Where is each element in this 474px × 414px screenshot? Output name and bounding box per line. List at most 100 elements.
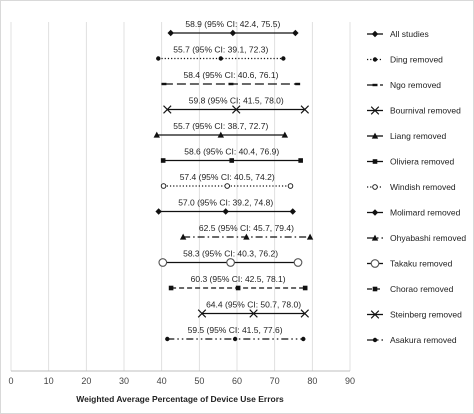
legend-label: Takaku removed [390, 259, 453, 269]
ci-upper-marker [292, 29, 299, 37]
legend-label: Molimard removed [390, 208, 461, 218]
x-tick-label-40: 40 [157, 376, 167, 386]
legend-entry: Molimard removed [367, 208, 461, 218]
legend-marker [370, 106, 380, 115]
legend-label: Ngo removed [390, 80, 441, 90]
x-tick-label-30: 30 [119, 376, 129, 386]
estimate-marker [232, 336, 238, 342]
estimate-label: 58.9 (95% CI: 42.4, 75.5) [185, 19, 280, 29]
ci-upper-marker [289, 208, 296, 215]
legend-label: All studies [390, 29, 429, 39]
x-axis-label: Weighted Average Percentage of Device Us… [76, 394, 284, 404]
ci-upper-marker [302, 285, 308, 291]
estimate-marker [218, 56, 224, 61]
estimate-label: 62.5 (95% CI: 45.7, 79.4) [199, 223, 294, 233]
ci-upper-marker [295, 82, 301, 86]
legend-label: Steinberg removed [390, 310, 462, 320]
ci-lower-marker [160, 158, 166, 163]
estimate-marker [235, 285, 241, 291]
ci-upper-marker [293, 258, 303, 267]
ci-lower-marker [155, 208, 162, 215]
estimate-marker [226, 258, 235, 267]
estimate-label: 60.3 (95% CI: 42.5, 78.1) [191, 274, 286, 284]
estimate-marker [232, 105, 241, 114]
legend-entry: Asakura removed [367, 335, 457, 345]
legend: All studies Ding removed Ngo removed Bourni… [367, 29, 466, 345]
estimate-label: 57.0 (95% CI: 39.2, 74.8) [178, 198, 273, 208]
study-row: 57.0 (95% CI: 39.2, 74.8) [155, 198, 296, 215]
x-tick-label-50: 50 [194, 376, 204, 386]
estimate-label: 59.5 (95% CI: 41.5, 77.6) [188, 325, 283, 335]
ci-lower-marker [158, 258, 168, 267]
estimate-label: 59.8 (95% CI: 41.5, 78.0) [189, 96, 284, 106]
estimate-marker [229, 29, 237, 37]
legend-marker [372, 159, 378, 164]
legend-entry: Takaku removed [367, 259, 453, 269]
x-axis: 0 10 20 30 40 50 60 70 80 90 [8, 370, 355, 386]
study-rows: 58.9 (95% CI: 42.4, 75.5) 55.7 (95% CI: 3… [153, 19, 314, 342]
legend-label: Chorao removed [390, 284, 454, 294]
ci-upper-marker [300, 105, 309, 114]
study-row: 64.4 (95% CI: 50.7, 78.0) [197, 300, 309, 318]
legend-marker [371, 209, 379, 216]
legend-label: Ohyabashi removed [390, 233, 466, 243]
estimate-label: 64.4 (95% CI: 50.7, 78.0) [206, 300, 301, 310]
legend-marker [371, 132, 379, 139]
study-row: 57.4 (95% CI: 40.5, 74.2) [160, 172, 294, 189]
estimate-marker [243, 233, 250, 240]
legend-entry: Oliviera removed [367, 157, 455, 167]
estimate-label: 58.3 (95% CI: 40.3, 76.2) [183, 249, 278, 259]
ci-upper-marker [301, 336, 306, 342]
study-row: 55.7 (95% CI: 38.7, 72.7) [153, 121, 289, 138]
x-tick-label-60: 60 [232, 376, 242, 386]
grid-lines [10, 22, 351, 371]
x-tick-label-80: 80 [307, 376, 317, 386]
legend-label: Oliviera removed [390, 157, 455, 167]
ci-upper-marker [287, 183, 294, 189]
study-row: 59.5 (95% CI: 41.5, 77.6) [165, 325, 306, 342]
legend-entry: Windish removed [367, 182, 456, 192]
ci-lower-marker [156, 56, 161, 61]
legend-label: Asakura removed [390, 335, 457, 345]
ci-lower-marker [160, 183, 167, 189]
study-row: 58.6 (95% CI: 40.4, 76.9) [160, 147, 303, 163]
study-row: 58.4 (95% CI: 40.6, 76.1) [161, 70, 301, 86]
legend-entry: Steinberg removed [367, 310, 462, 320]
study-row: 62.5 (95% CI: 45.7, 79.4) [179, 223, 314, 240]
legend-marker [372, 184, 378, 190]
ci-lower-marker [161, 82, 167, 86]
estimate-marker [229, 158, 235, 163]
legend-entry: Ngo removed [367, 80, 441, 90]
study-row: 59.8 (95% CI: 41.5, 78.0) [163, 96, 309, 114]
x-tick-label-20: 20 [81, 376, 91, 386]
ci-lower-marker [167, 29, 174, 37]
legend-entry: Liang removed [367, 131, 447, 141]
legend-marker [370, 310, 380, 319]
x-tick-label-70: 70 [270, 376, 280, 386]
legend-entry: Ohyabashi removed [367, 233, 466, 243]
ci-upper-marker [281, 56, 286, 61]
estimate-label: 57.4 (95% CI: 40.5, 74.2) [180, 172, 275, 182]
ci-upper-marker [300, 309, 309, 318]
legend-entry: Ding removed [367, 55, 443, 65]
x-tick-label-0: 0 [8, 376, 13, 386]
legend-marker [371, 30, 379, 38]
study-row: 58.3 (95% CI: 40.3, 76.2) [158, 249, 303, 267]
legend-label: Windish removed [390, 182, 456, 192]
legend-label: Bournival removed [390, 106, 461, 116]
estimate-label: 55.7 (95% CI: 39.1, 72.3) [173, 45, 268, 55]
legend-entry: Bournival removed [367, 106, 461, 116]
legend-marker [372, 286, 378, 292]
legend-label: Ding removed [390, 55, 443, 65]
ci-lower-marker [179, 233, 187, 240]
estimate-marker [249, 309, 258, 318]
legend-label: Liang removed [390, 131, 447, 141]
ci-lower-marker [163, 105, 172, 114]
ci-upper-marker [281, 131, 289, 138]
x-tick-label-10: 10 [44, 376, 54, 386]
estimate-marker [228, 82, 234, 86]
study-row: 55.7 (95% CI: 39.1, 72.3) [156, 45, 286, 61]
legend-entry: Chorao removed [367, 284, 454, 294]
x-tick-label-90: 90 [345, 376, 355, 386]
estimate-label: 58.4 (95% CI: 40.6, 76.1) [183, 70, 278, 80]
